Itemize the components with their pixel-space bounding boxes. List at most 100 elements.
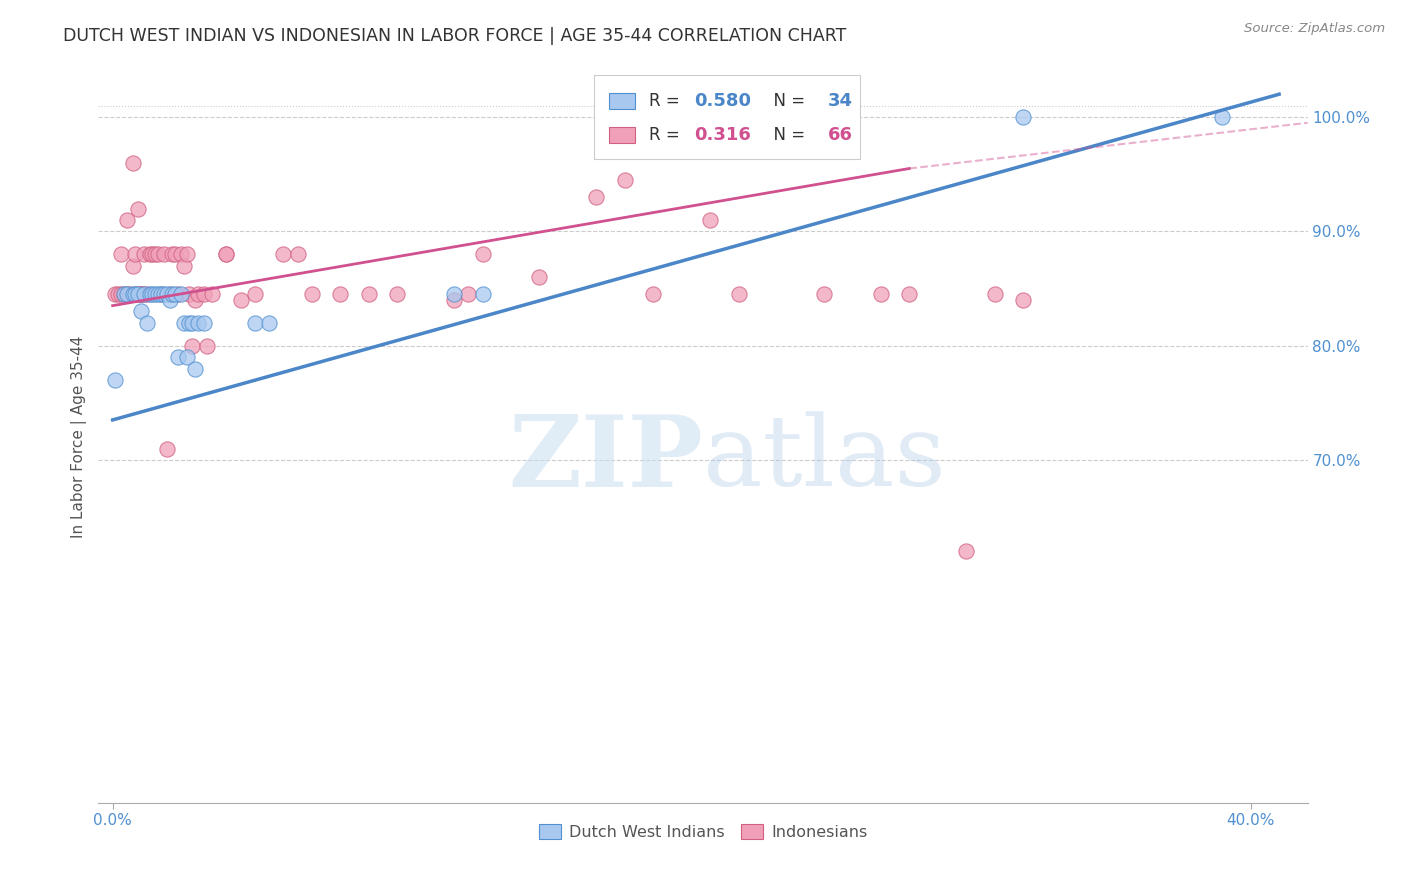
Point bbox=[173, 316, 195, 330]
Point bbox=[229, 293, 252, 307]
Text: 0.316: 0.316 bbox=[695, 126, 751, 144]
Point bbox=[132, 247, 155, 261]
Point bbox=[181, 338, 204, 352]
Point bbox=[118, 287, 141, 301]
Point bbox=[613, 173, 636, 187]
Point bbox=[156, 442, 179, 456]
Point bbox=[150, 287, 173, 301]
Point bbox=[143, 247, 166, 261]
Point bbox=[135, 316, 157, 330]
Point bbox=[150, 287, 173, 301]
Point bbox=[159, 293, 181, 307]
Point bbox=[1012, 110, 1035, 124]
Point bbox=[193, 316, 215, 330]
Point bbox=[124, 287, 146, 301]
Point bbox=[184, 361, 207, 376]
Point bbox=[983, 287, 1005, 301]
Point bbox=[727, 287, 749, 301]
Point bbox=[110, 287, 132, 301]
Point bbox=[143, 287, 166, 301]
Point bbox=[127, 202, 149, 216]
Point bbox=[104, 373, 127, 387]
Text: R =: R = bbox=[648, 126, 685, 144]
Point bbox=[471, 287, 494, 301]
Point bbox=[471, 247, 494, 261]
Point bbox=[955, 544, 977, 558]
Point bbox=[121, 259, 143, 273]
Point bbox=[215, 247, 238, 261]
Point bbox=[141, 247, 163, 261]
Point bbox=[112, 287, 135, 301]
Point bbox=[110, 247, 132, 261]
Point bbox=[187, 316, 209, 330]
Point bbox=[184, 293, 207, 307]
Point bbox=[153, 287, 176, 301]
Point bbox=[179, 287, 201, 301]
Point bbox=[898, 287, 921, 301]
Point bbox=[181, 316, 204, 330]
Point bbox=[121, 287, 143, 301]
Text: 34: 34 bbox=[828, 92, 852, 110]
Point bbox=[129, 287, 152, 301]
Point bbox=[643, 287, 665, 301]
Point bbox=[121, 156, 143, 170]
Point bbox=[187, 287, 209, 301]
Point bbox=[529, 270, 551, 285]
Point bbox=[176, 247, 198, 261]
Point bbox=[193, 287, 215, 301]
Point bbox=[138, 247, 160, 261]
Point bbox=[176, 350, 198, 364]
Point bbox=[585, 190, 607, 204]
Point bbox=[167, 350, 190, 364]
Text: 0.580: 0.580 bbox=[695, 92, 752, 110]
Point bbox=[457, 287, 479, 301]
Point bbox=[124, 287, 146, 301]
Point bbox=[215, 247, 238, 261]
FancyBboxPatch shape bbox=[609, 127, 636, 143]
Point bbox=[115, 287, 138, 301]
Point bbox=[153, 247, 176, 261]
Text: R =: R = bbox=[648, 92, 685, 110]
Point bbox=[115, 213, 138, 227]
Point bbox=[443, 293, 465, 307]
Y-axis label: In Labor Force | Age 35-44: In Labor Force | Age 35-44 bbox=[72, 336, 87, 538]
FancyBboxPatch shape bbox=[595, 75, 860, 159]
Text: 66: 66 bbox=[828, 126, 852, 144]
Point bbox=[115, 287, 138, 301]
Point bbox=[329, 287, 352, 301]
Point bbox=[132, 287, 155, 301]
Point bbox=[179, 316, 201, 330]
Point bbox=[165, 247, 187, 261]
Point bbox=[1012, 293, 1035, 307]
Text: N =: N = bbox=[763, 126, 811, 144]
Point bbox=[165, 287, 187, 301]
Point bbox=[129, 304, 152, 318]
Point bbox=[201, 287, 224, 301]
Point bbox=[159, 287, 181, 301]
Point bbox=[301, 287, 323, 301]
Text: ZIP: ZIP bbox=[508, 410, 703, 508]
FancyBboxPatch shape bbox=[609, 93, 636, 109]
Text: Source: ZipAtlas.com: Source: ZipAtlas.com bbox=[1244, 22, 1385, 36]
Point bbox=[243, 287, 266, 301]
Point bbox=[127, 287, 149, 301]
Text: DUTCH WEST INDIAN VS INDONESIAN IN LABOR FORCE | AGE 35-44 CORRELATION CHART: DUTCH WEST INDIAN VS INDONESIAN IN LABOR… bbox=[63, 27, 846, 45]
Point bbox=[170, 247, 193, 261]
Point bbox=[287, 247, 309, 261]
Text: atlas: atlas bbox=[703, 411, 946, 507]
Point bbox=[273, 247, 295, 261]
Point bbox=[1211, 110, 1233, 124]
Point bbox=[162, 287, 184, 301]
Text: N =: N = bbox=[763, 92, 811, 110]
Point bbox=[104, 287, 127, 301]
Point bbox=[138, 287, 160, 301]
Point bbox=[385, 287, 408, 301]
Point bbox=[129, 287, 152, 301]
Point bbox=[141, 287, 163, 301]
Point bbox=[129, 287, 152, 301]
Point bbox=[699, 213, 721, 227]
Point bbox=[357, 287, 380, 301]
Point bbox=[132, 287, 155, 301]
Legend: Dutch West Indians, Indonesians: Dutch West Indians, Indonesians bbox=[533, 817, 873, 846]
Point bbox=[869, 287, 891, 301]
